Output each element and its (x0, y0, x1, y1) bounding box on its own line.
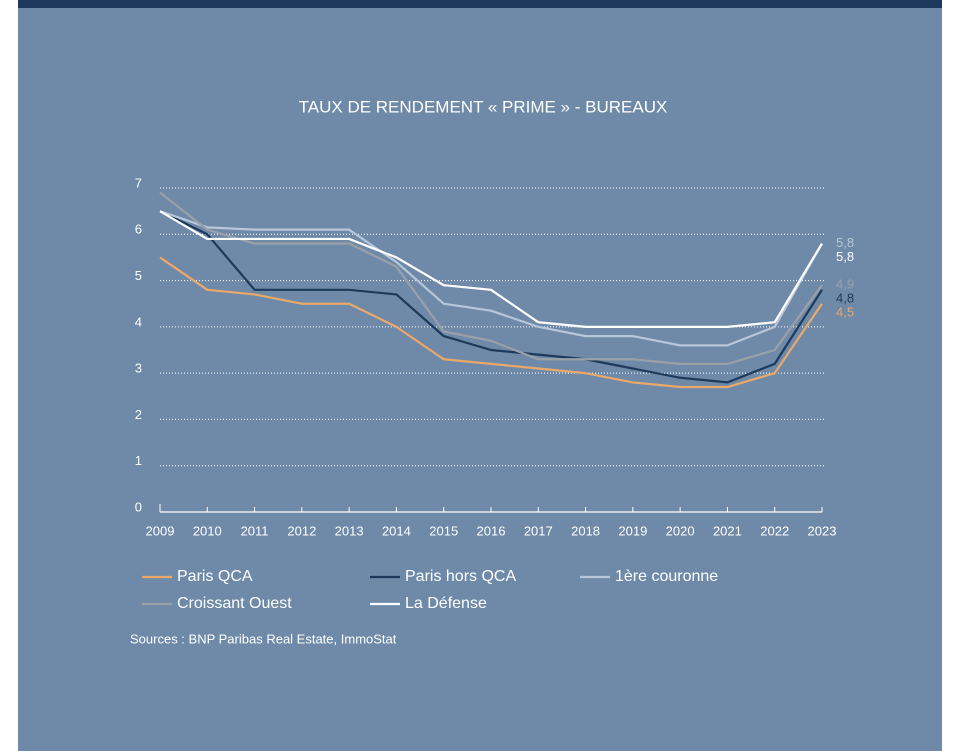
chart-title: TAUX DE RENDEMENT « PRIME » - BUREAUX (299, 97, 668, 116)
x-tick-label: 2010 (193, 523, 222, 538)
y-tick-label: 3 (135, 361, 142, 376)
legend-label: 1ère couronne (615, 568, 718, 585)
x-tick-label: 2014 (382, 523, 411, 538)
series-line (159, 191, 823, 365)
series-line (159, 256, 823, 389)
value-label: 5,8 (836, 235, 854, 250)
x-tick-label: 2015 (429, 523, 458, 538)
y-tick-label: 5 (135, 268, 142, 283)
x-tick-label: 2023 (808, 523, 837, 538)
x-tick-label: 2012 (287, 523, 316, 538)
source: Sources : BNP Paribas Real Estate, ImmoS… (130, 631, 397, 646)
x-tick-label: 2016 (477, 523, 506, 538)
x-tick-label: 2021 (713, 523, 742, 538)
legend-label: La Défense (405, 595, 487, 612)
y-tick-label: 0 (135, 499, 142, 514)
x-tick-label: 2011 (241, 523, 269, 538)
series-line (159, 210, 823, 384)
x-tick-label: 2022 (760, 523, 789, 538)
x-tick-label: 2009 (146, 523, 175, 538)
legend-label: Paris QCA (177, 568, 253, 585)
x-tick-label: 2019 (618, 523, 647, 538)
value-label: 4,9 (836, 277, 854, 292)
y-tick-label: 2 (135, 407, 142, 422)
series-line (159, 210, 823, 347)
legend-label: Paris hors QCA (405, 568, 516, 585)
top-bar (18, 0, 942, 8)
value-label: 5,8 (836, 249, 854, 264)
x-tick-label: 2018 (571, 523, 600, 538)
y-tick-label: 7 (135, 175, 142, 190)
legend-label: Croissant Ouest (177, 595, 292, 612)
x-tick-label: 2017 (524, 523, 553, 538)
x-tick-label: 2013 (335, 523, 364, 538)
y-tick-label: 1 (135, 453, 142, 468)
panel (18, 0, 942, 751)
y-tick-label: 4 (135, 314, 142, 329)
value-label: 4,5 (836, 305, 854, 320)
value-label: 4,8 (836, 291, 854, 306)
x-tick-label: 2020 (666, 523, 695, 538)
y-tick-label: 6 (135, 222, 142, 237)
series-line (159, 210, 823, 328)
